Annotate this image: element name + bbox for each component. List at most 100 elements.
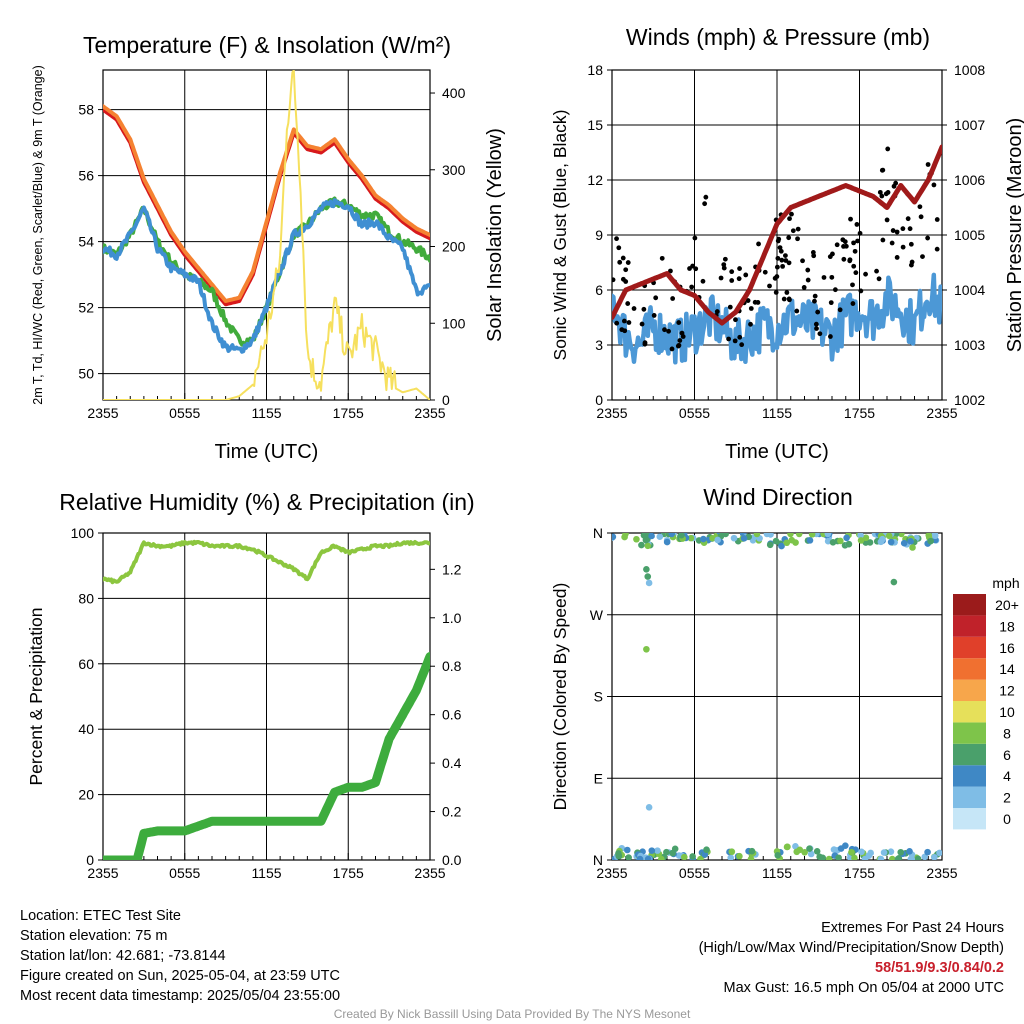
direction-point xyxy=(645,579,653,587)
legend-label: 20+ xyxy=(995,597,1019,613)
x-tick-label: 1155 xyxy=(762,405,792,421)
gust-point xyxy=(900,244,906,250)
direction-point xyxy=(703,846,710,854)
direction-point xyxy=(638,541,645,549)
gust-point xyxy=(631,306,637,311)
gust-point xyxy=(885,146,891,152)
gust-point xyxy=(677,338,683,343)
gust-point xyxy=(622,328,628,334)
direction-point xyxy=(857,533,864,539)
latlon-text: Station lat/lon: 42.681; -73.8144 xyxy=(20,948,226,964)
gust-point xyxy=(907,226,913,232)
x-tick-label: 1755 xyxy=(844,865,875,881)
gust-point xyxy=(876,276,882,282)
direction-point xyxy=(835,854,842,860)
y-tick-label: 54 xyxy=(78,234,94,250)
direction-point xyxy=(615,850,622,857)
gust-point xyxy=(837,307,843,313)
direction-point xyxy=(806,845,813,852)
legend-swatch xyxy=(953,722,986,744)
gust-point xyxy=(851,240,856,246)
gust-point xyxy=(786,235,792,241)
gust-point xyxy=(668,268,673,274)
direction-point xyxy=(807,850,815,858)
gust-point xyxy=(625,301,631,306)
legend-swatch xyxy=(953,701,986,723)
gust-point xyxy=(702,201,708,207)
direction-point xyxy=(792,842,799,850)
gust-point xyxy=(834,242,840,248)
y-tick-label: 50 xyxy=(78,366,94,382)
gust-point xyxy=(920,254,925,259)
gust-point xyxy=(676,320,682,325)
gust-point xyxy=(812,293,818,299)
direction-point xyxy=(633,535,640,543)
created-text: Figure created on Sun, 2025-05-04, at 23… xyxy=(20,968,340,984)
direction-point xyxy=(648,847,656,854)
gust-point xyxy=(894,229,900,235)
y2-tick-label: 300 xyxy=(442,162,466,178)
gust-point xyxy=(789,211,794,217)
direction-point xyxy=(924,848,931,856)
legend-label: 4 xyxy=(1003,768,1011,784)
gust-point xyxy=(733,317,738,323)
gust-point xyxy=(739,342,745,348)
y-tick-label: 100 xyxy=(71,525,95,541)
direction-point xyxy=(914,855,922,860)
gust-point xyxy=(784,290,790,295)
legend-label: 0 xyxy=(1003,811,1011,827)
direction-point xyxy=(788,536,796,544)
y-tick-label: 3 xyxy=(595,337,603,353)
direction-point xyxy=(748,847,756,855)
direction-point xyxy=(648,533,655,540)
direction-point xyxy=(730,534,738,542)
direction-point xyxy=(909,544,916,551)
direction-point xyxy=(837,537,844,545)
gust-point xyxy=(651,313,657,318)
x-tick-label: 2355 xyxy=(596,405,627,421)
gust-point xyxy=(851,263,857,269)
gust-point xyxy=(850,282,855,288)
gust-point xyxy=(794,308,800,314)
direction-point xyxy=(697,855,704,860)
credit-text: Created By Nick Bassill Using Data Provi… xyxy=(333,1007,691,1021)
gust-point xyxy=(852,248,858,254)
gust-point xyxy=(931,182,937,188)
direction-point xyxy=(783,539,791,547)
gust-point xyxy=(855,238,860,244)
legend-label: 8 xyxy=(1003,725,1011,741)
y-tick-label: 0 xyxy=(86,852,94,868)
gust-point xyxy=(641,306,647,312)
gust-point xyxy=(841,256,847,262)
legend-label: 6 xyxy=(1003,747,1011,763)
gust-point xyxy=(773,290,779,295)
y2-tick-label: 0.4 xyxy=(442,755,462,771)
gust-point xyxy=(676,342,682,348)
gust-point xyxy=(880,237,886,243)
direction-point xyxy=(851,854,858,860)
direction-point xyxy=(890,578,898,586)
direction-point xyxy=(927,537,934,545)
series-line xyxy=(612,272,942,365)
direction-point xyxy=(689,853,696,860)
x-tick-label: 1755 xyxy=(333,405,364,421)
y-axis-label: 2m T, Td, HI/WC (Red, Green, Scarlet/Blu… xyxy=(31,65,45,404)
temperature-insolation-panel: Temperature (F) & Insolation (W/m²)2355 0… xyxy=(31,32,506,463)
y-tick-label: 15 xyxy=(587,117,603,133)
gust-point xyxy=(805,277,811,283)
gust-point xyxy=(858,288,864,294)
legend-swatch xyxy=(953,636,986,659)
gust-point xyxy=(853,270,859,276)
direction-point xyxy=(867,849,874,857)
direction-point xyxy=(925,533,933,539)
direction-point xyxy=(668,533,676,538)
y-tick-label: 40 xyxy=(78,721,94,737)
y-tick-label: W xyxy=(590,607,604,623)
direction-point xyxy=(887,538,895,546)
gust-point xyxy=(850,301,856,306)
gust-point xyxy=(772,275,778,281)
direction-point xyxy=(728,848,736,856)
x-tick-label: 0555 xyxy=(679,865,710,881)
